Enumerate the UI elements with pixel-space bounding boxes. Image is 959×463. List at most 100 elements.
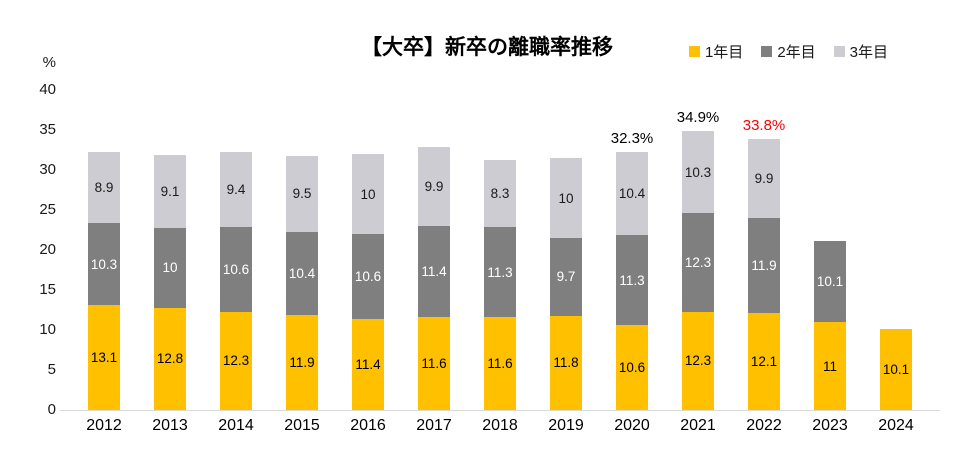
- bar-segment-3年目: 9.1: [154, 154, 186, 228]
- bar-column-2016: 11.4 10.6 10: [335, 90, 401, 410]
- stacked-bar: 11.9 10.4 9.5: [286, 155, 318, 410]
- stacked-bar: 13.1 10.3 8.9: [88, 151, 120, 410]
- bar-segment-2年目: 11.9: [748, 218, 780, 314]
- x-axis-tick-label: 2018: [482, 417, 518, 434]
- bar-column-2021: 12.3 12.3 10.3 34.9%: [665, 90, 731, 410]
- legend-item-1年目: 1年目: [688, 41, 744, 62]
- legend-label: 2年目: [777, 44, 816, 61]
- bar-segment-1年目: 11.4: [352, 318, 384, 410]
- x-axis: 2012 2013 2014 2015 2016 2017 2018 2019 2020 2021…: [71, 417, 929, 435]
- bar-segment-1年目: 10.6: [616, 325, 648, 410]
- bar-column-2014: 12.3 10.6 9.4: [203, 90, 269, 410]
- stacked-bar: 11.8 9.7 10: [550, 158, 582, 410]
- bar-segment-3年目: 10: [550, 158, 582, 239]
- stacked-bar: 11.6 11.3 8.3: [484, 160, 516, 410]
- bar-column-2013: 12.8 10 9.1: [137, 90, 203, 410]
- bar-segment-3年目: 10.4: [616, 151, 648, 235]
- bar-segment-1年目: 11.6: [484, 317, 516, 410]
- bar-column-2022: 12.1 11.9 9.9 33.8%: [731, 90, 797, 410]
- bar-column-2015: 11.9 10.4 9.5: [269, 90, 335, 410]
- legend-swatch-icon: [688, 46, 700, 57]
- x-axis-tick-label: 2019: [548, 417, 584, 434]
- bar-column-2020: 10.6 11.3 10.4 32.3%: [599, 90, 665, 410]
- bar-segment-2年目: 10.1: [814, 241, 846, 322]
- y-axis-tick-label: 0: [47, 401, 56, 418]
- x-axis-tick-label: 2016: [350, 417, 386, 434]
- x-axis-tick-label: 2021: [680, 417, 716, 434]
- total-label: 34.9%: [676, 108, 720, 126]
- legend: 1年目 2年目 3年目: [688, 41, 888, 62]
- y-axis-tick-label: 30: [39, 161, 56, 178]
- bar-segment-1年目: 12.3: [682, 311, 714, 410]
- stacked-bar: 11 10.1: [814, 241, 846, 410]
- bar-segment-1年目: 11.9: [286, 314, 318, 410]
- stacked-bar: 10.1: [880, 329, 912, 410]
- y-axis-tick-label: 25: [39, 201, 56, 218]
- stacked-bar: 11.4 10.6 10: [352, 154, 384, 410]
- total-label: 32.3%: [610, 129, 654, 147]
- y-axis-tick-label: 10: [39, 321, 56, 338]
- bar-segment-2年目: 11.3: [616, 234, 648, 326]
- y-axis-tick-label: 40: [39, 81, 56, 98]
- stacked-bar: 12.1 11.9 9.9: [748, 138, 780, 410]
- bar-segment-2年目: 10.6: [220, 226, 252, 312]
- legend-swatch-icon: [761, 46, 773, 57]
- x-axis-tick-label: 2014: [218, 417, 254, 434]
- x-axis-tick-label: 2024: [878, 417, 914, 434]
- bar-segment-1年目: 12.3: [220, 311, 252, 410]
- x-axis-tick-label: 2017: [416, 417, 452, 434]
- bar-segment-3年目: 10: [352, 154, 384, 235]
- x-axis-tick-label: 2013: [152, 417, 188, 434]
- bar-segment-2年目: 10: [154, 227, 186, 308]
- bar-segment-3年目: 8.3: [484, 160, 516, 227]
- y-axis-tick-label: 35: [39, 121, 56, 138]
- bar-segment-2年目: 10.6: [352, 234, 384, 319]
- bar-segment-2年目: 10.4: [286, 231, 318, 315]
- y-axis-unit-label: %: [42, 54, 56, 71]
- total-label: 33.8%: [742, 116, 786, 134]
- x-axis-tick-label: 2022: [746, 417, 782, 434]
- bar-segment-3年目: 8.9: [88, 151, 120, 223]
- bar-segment-3年目: 9.5: [286, 155, 318, 232]
- stacked-bar: 12.3 12.3 10.3: [682, 130, 714, 410]
- legend-item-3年目: 3年目: [833, 41, 888, 62]
- legend-label: 3年目: [849, 44, 888, 61]
- bar-column-2023: 11 10.1: [797, 90, 863, 410]
- x-axis-tick-label: 2012: [86, 417, 122, 434]
- bar-segment-3年目: 9.4: [220, 151, 252, 227]
- bar-segment-1年目: 12.8: [154, 307, 186, 410]
- stacked-bar: 12.8 10 9.1: [154, 154, 186, 410]
- legend-label: 1年目: [704, 44, 744, 61]
- bar-segment-1年目: 10.1: [880, 329, 912, 410]
- bar-segment-2年目: 9.7: [550, 238, 582, 316]
- y-axis-tick-label: 15: [39, 281, 56, 298]
- bar-segment-2年目: 12.3: [682, 213, 714, 312]
- bar-column-2024: 10.1: [863, 90, 929, 410]
- bar-segment-1年目: 11: [814, 322, 846, 410]
- bar-column-2017: 11.6 11.4 9.9: [401, 90, 467, 410]
- stacked-bar: 12.3 10.6 9.4: [220, 151, 252, 410]
- x-axis-tick-label: 2023: [812, 417, 848, 434]
- plot-area: 13.1 10.3 8.9 12.8 10 9.1 12.3 10.6 9.4 11.9 10.4 9…: [71, 90, 929, 410]
- bar-column-2019: 11.8 9.7 10: [533, 90, 599, 410]
- bar-segment-1年目: 12.1: [748, 313, 780, 410]
- bar-segment-3年目: 9.9: [748, 138, 780, 219]
- bar-column-2012: 13.1 10.3 8.9: [71, 90, 137, 410]
- x-axis-tick-label: 2015: [284, 417, 320, 434]
- bar-segment-2年目: 11.3: [484, 226, 516, 318]
- bar-segment-1年目: 11.8: [550, 315, 582, 410]
- bar-segment-2年目: 11.4: [418, 226, 450, 318]
- stacked-bar: 10.6 11.3 10.4: [616, 151, 648, 410]
- bar-segment-3年目: 9.9: [418, 146, 450, 227]
- bar-column-2018: 11.6 11.3 8.3: [467, 90, 533, 410]
- bar-segment-3年目: 10.3: [682, 130, 714, 214]
- x-axis-tick-label: 2020: [614, 417, 650, 434]
- legend-swatch-icon: [833, 46, 845, 57]
- y-axis-tick-label: 20: [39, 241, 56, 258]
- y-axis: 40 35 30 25 20 15 10 5 0: [0, 81, 56, 418]
- x-axis-line: [60, 410, 940, 411]
- bar-segment-2年目: 10.3: [88, 222, 120, 306]
- stacked-bar: 11.6 11.4 9.9: [418, 146, 450, 410]
- bar-segment-1年目: 13.1: [88, 305, 120, 410]
